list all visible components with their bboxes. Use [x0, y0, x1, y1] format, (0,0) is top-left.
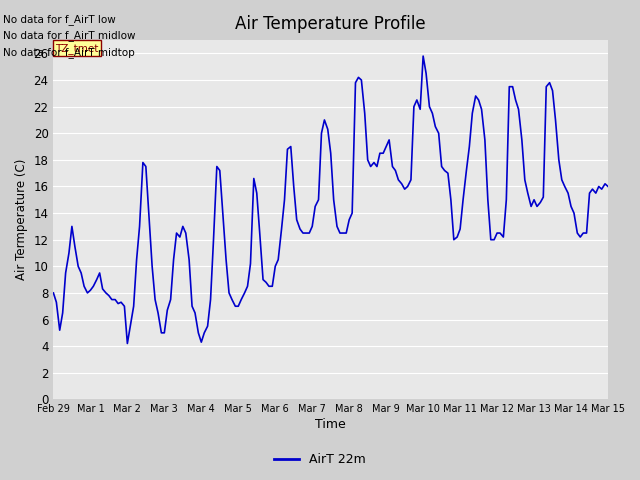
Text: No data for f_AirT midtop: No data for f_AirT midtop [3, 47, 135, 58]
Legend: AirT 22m: AirT 22m [269, 448, 371, 471]
Y-axis label: Air Termperature (C): Air Termperature (C) [15, 159, 28, 280]
Text: TZ_tmet: TZ_tmet [55, 43, 99, 54]
Text: No data for f_AirT low: No data for f_AirT low [3, 13, 116, 24]
Text: No data for f_AirT midlow: No data for f_AirT midlow [3, 30, 136, 41]
Title: Air Temperature Profile: Air Temperature Profile [236, 15, 426, 33]
X-axis label: Time: Time [316, 419, 346, 432]
